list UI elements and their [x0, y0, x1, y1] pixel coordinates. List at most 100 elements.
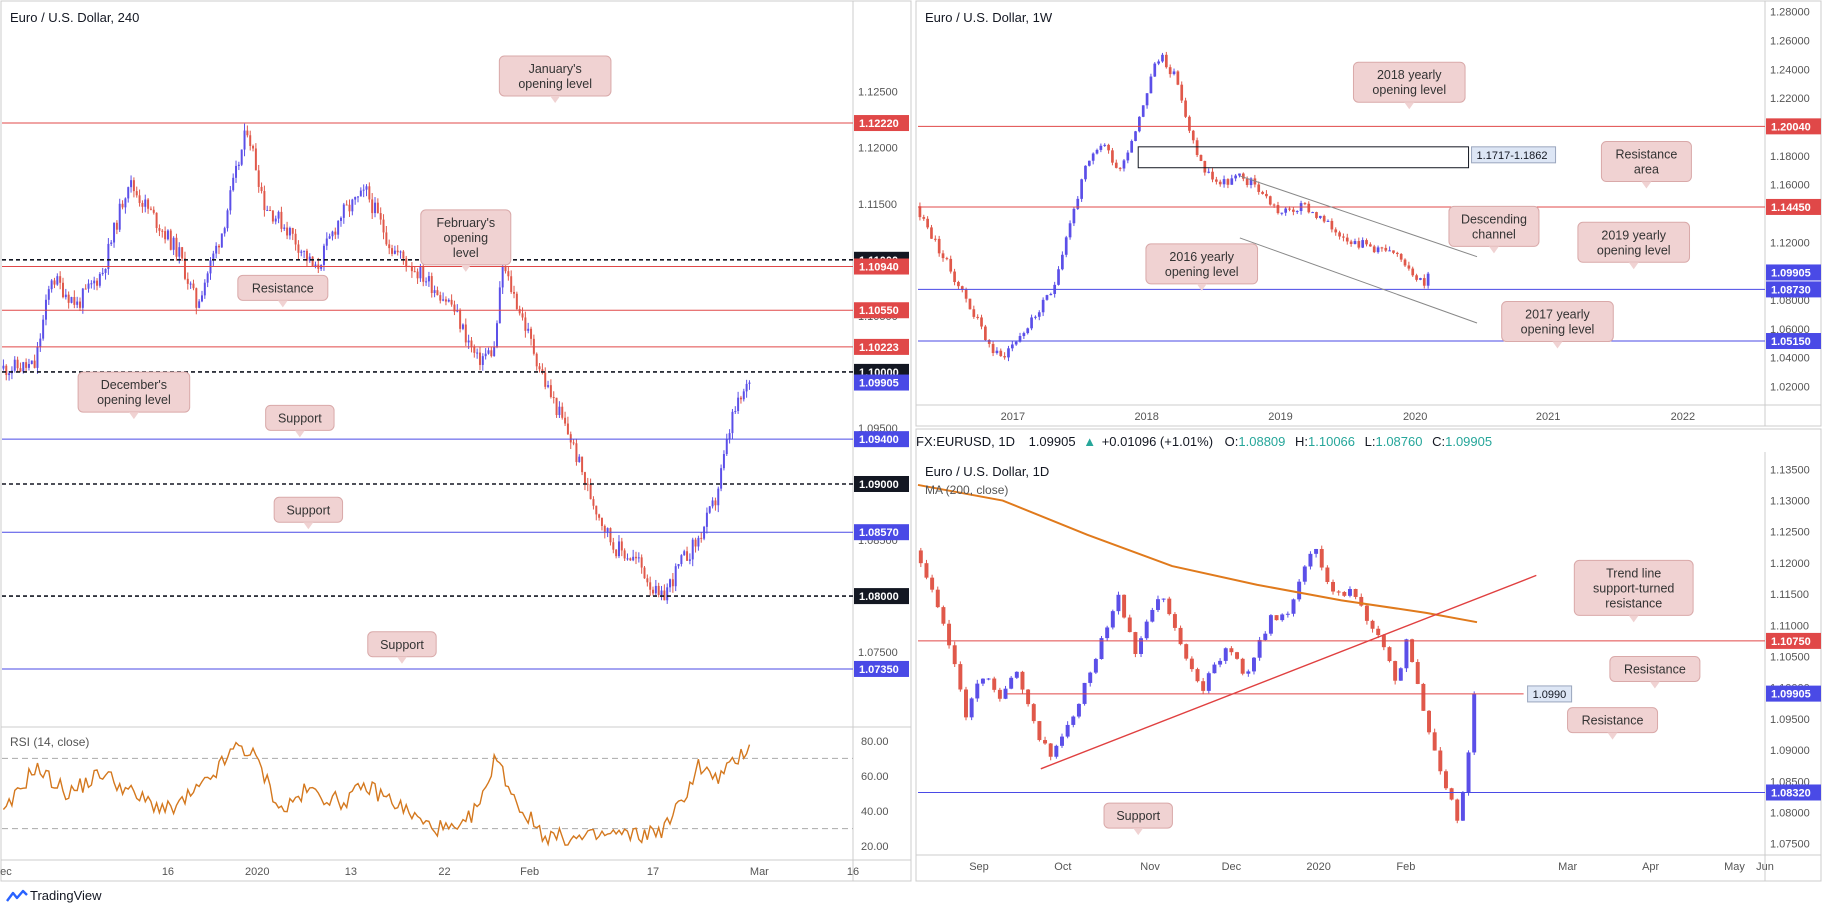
h4-callout-pointer-6 — [396, 656, 407, 664]
h4-candle-body — [206, 273, 209, 283]
d1-candle-body — [1184, 644, 1189, 659]
w1-candle-body — [1211, 171, 1214, 180]
w1-candle-body — [1369, 244, 1372, 247]
h4-callout-text-0-0: January's — [529, 62, 582, 76]
tradingview-brand[interactable]: TradingView — [30, 888, 102, 903]
h4-candle-body — [130, 180, 133, 188]
h4-candle-body — [683, 551, 686, 556]
h4-candle-body — [430, 276, 433, 293]
h4-candle-body — [572, 442, 575, 444]
d1-candle-body — [1139, 638, 1144, 654]
w1-callout-text-4-1: opening level — [1165, 265, 1239, 279]
h4-candle-body — [396, 250, 399, 253]
h4-candle-body — [30, 360, 33, 364]
w1-y-tick-2: 1.24000 — [1770, 64, 1810, 76]
h4-rsi-tick-0: 80.00 — [861, 736, 889, 748]
h4-candle-body — [368, 186, 371, 200]
h4-x-tick-3: 13 — [345, 866, 357, 878]
h4-candle-body — [686, 551, 689, 561]
d1-candle-body — [1026, 689, 1031, 705]
w1-candle-body — [1284, 208, 1288, 213]
d1-candle-body — [1065, 724, 1070, 737]
d1-candle-body — [1359, 596, 1364, 606]
w1-candle-body — [1061, 254, 1064, 270]
h4-candle-body — [84, 288, 87, 290]
h4-candle-body — [351, 199, 354, 212]
w1-resistance-zone — [1137, 146, 1470, 169]
d1-chart-title: Euro / U.S. Dollar, 1D — [925, 464, 1049, 479]
h4-candle-body — [354, 197, 357, 200]
w1-callout-text-3-0: 2019 yearly — [1601, 228, 1666, 242]
h4-candle-body — [19, 368, 22, 372]
h4-candle-body — [674, 566, 677, 587]
h4-candle-body — [331, 231, 334, 237]
h4-candle-body — [144, 199, 147, 207]
d1-candle-body — [1325, 567, 1330, 582]
d1-candle-body — [1031, 704, 1036, 722]
w1-callout-text-2-1: channel — [1472, 227, 1516, 241]
d1-y-tick-1: 1.13000 — [1770, 496, 1810, 508]
w1-candle-body — [930, 227, 933, 239]
w1-candle-body — [1215, 179, 1218, 182]
h4-candle-body — [215, 245, 218, 254]
w1-zone-label: 1.1717-1.1862 — [1477, 150, 1548, 162]
h4-candle-body — [212, 253, 215, 261]
h4-level-label-10: 1.08000 — [859, 591, 899, 603]
h4-candle-body — [416, 271, 419, 279]
h4-candle-body — [496, 323, 498, 347]
d1-candle-body — [947, 623, 952, 646]
w1-candle-body — [1399, 254, 1403, 260]
w1-candle-body — [1222, 179, 1226, 185]
w1-candle-body — [1145, 93, 1149, 106]
d1-low-value: 1.08760 — [1375, 434, 1422, 449]
d1-up-arrow-icon: ▲ — [1083, 434, 1096, 449]
footer-bar: TradingView — [0, 883, 1824, 909]
h4-candle-body — [328, 236, 331, 239]
w1-callout-text-1-0: Resistance — [1615, 148, 1677, 162]
w1-candle-body — [1241, 173, 1245, 179]
h4-candle-body — [118, 203, 121, 230]
h4-candle-body — [544, 372, 547, 387]
h4-candle-body — [439, 295, 442, 301]
h4-candle-body — [16, 359, 19, 369]
d1-candle-body — [1054, 745, 1059, 757]
w1-candle-body — [933, 238, 937, 240]
w1-candle-body — [1349, 241, 1353, 244]
d1-open-value: 1.08809 — [1238, 434, 1285, 449]
h4-candle-body — [691, 539, 694, 560]
h4-candle-body — [8, 373, 11, 376]
d1-candle-body — [1014, 671, 1019, 678]
h4-candle-body — [246, 130, 249, 136]
w1-candle-body — [1353, 241, 1357, 244]
d1-candle-body — [1415, 662, 1420, 684]
h4-candle-body — [595, 505, 598, 515]
w1-candle-body — [1126, 152, 1130, 161]
h4-candle-body — [538, 366, 541, 370]
d1-callout-text-1-0: Resistance — [1624, 662, 1686, 676]
h4-candle-body — [501, 266, 504, 288]
w1-candle-body — [980, 317, 983, 327]
d1-candle-body — [1048, 743, 1053, 757]
h4-y-tick-0: 1.12500 — [858, 87, 898, 99]
d1-candle-body — [1235, 652, 1240, 659]
h4-callout-text-0-1: opening level — [518, 77, 592, 91]
h4-candle-body — [172, 237, 175, 250]
d1-candle-body — [980, 678, 985, 684]
h4-level-label-4: 1.10223 — [859, 342, 899, 354]
h4-candle-body — [677, 564, 680, 567]
h4-candle-body — [263, 191, 266, 211]
h4-candle-body — [402, 251, 405, 259]
h4-candle-body — [300, 251, 303, 253]
w1-candle-body — [1334, 229, 1338, 233]
h4-candle-body — [657, 585, 660, 595]
d1-callout-pointer-1 — [1649, 681, 1660, 689]
h4-candle-body — [456, 310, 459, 312]
w1-x-tick-4: 2021 — [1536, 411, 1560, 423]
h4-candle-body — [25, 362, 28, 368]
h4-candle-body — [481, 356, 484, 365]
d1-candle-body — [1144, 621, 1149, 639]
h4-candle-body — [728, 433, 731, 439]
d1-candle-body — [952, 645, 957, 665]
